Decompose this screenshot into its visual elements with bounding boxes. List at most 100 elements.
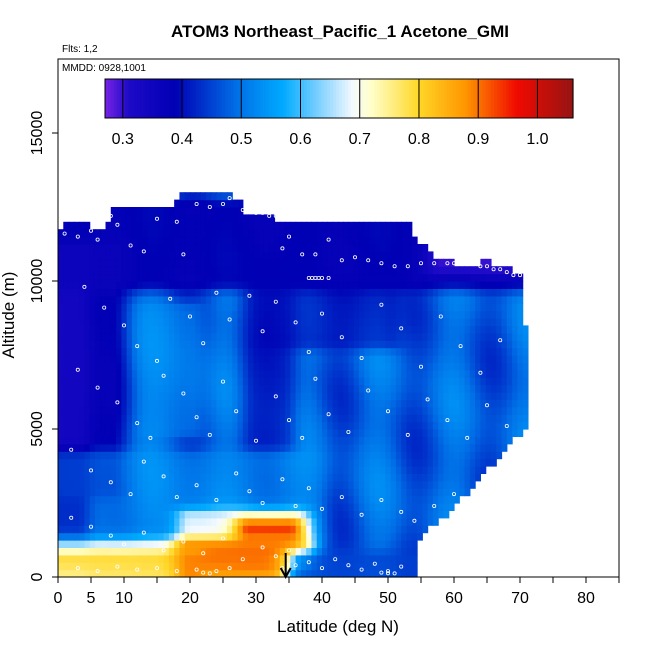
heatmap-cell [258,295,265,304]
heatmap-cell [232,569,239,578]
heatmap-cell [285,517,291,526]
heatmap-cell [279,547,286,556]
heatmap-cell [337,229,344,238]
heatmap-cell [237,399,244,408]
heatmap-cell [142,525,149,534]
heatmap-cell [110,332,117,341]
heatmap-cell [153,451,159,460]
heatmap-cell [311,429,318,437]
heatmap-cell [205,495,212,504]
heatmap-cell [137,347,144,356]
heatmap-cell [316,392,323,400]
heatmap-cell [179,384,186,393]
heatmap-cell [395,229,402,238]
heatmap-cell [142,281,149,289]
colorbar-segment [385,79,390,118]
heatmap-cell [501,325,508,334]
heatmap-cell [237,392,244,400]
heatmap-cell [485,355,492,363]
heatmap-cell [300,532,307,541]
heatmap-cell [158,340,165,349]
heatmap-cell [348,377,355,386]
colorbar-segment [321,79,325,118]
heatmap-cell [142,332,149,341]
heatmap-cell [279,340,286,349]
date-annotation: MMDD: 0928,1001 [62,63,146,74]
heatmap-cell [348,406,355,415]
heatmap-cell [105,503,112,511]
heatmap-cell [94,399,101,408]
heatmap-cell [163,362,170,371]
heatmap-cell [89,355,96,363]
sample-point [346,563,351,568]
heatmap-cell [369,355,376,363]
heatmap-cell [358,451,365,460]
sample-point [227,317,232,322]
heatmap-cell [369,443,376,452]
heatmap-cell [316,340,323,349]
colorbar-segment [391,79,396,118]
sample-point [267,213,272,218]
heatmap-cell [374,229,381,238]
heatmap-cell [121,458,128,467]
heatmap-cell [464,480,471,489]
heatmap-cell [300,288,307,297]
heatmap-cell [411,340,418,349]
heatmap-cell [126,488,133,497]
heatmap-cell [353,236,360,245]
heatmap-cell [353,384,360,393]
heatmap-cell [263,547,270,556]
heatmap-cell [73,480,80,489]
heatmap-cell [168,510,175,519]
heatmap-cell [406,503,413,511]
heatmap-cell [237,273,244,282]
heatmap-cell [290,347,297,356]
heatmap-cell [364,525,371,534]
heatmap-cell [126,421,133,430]
colorbar-segment [558,79,562,118]
heatmap-cell [290,421,297,430]
heatmap-cell [332,258,339,267]
heatmap-cell [332,488,339,497]
heatmap-cell [248,221,254,230]
heatmap-cell [343,443,349,452]
heatmap-cell [337,436,344,445]
heatmap-cell [285,562,291,571]
heatmap-cell [390,288,397,297]
heatmap-cell [105,399,112,408]
heatmap-cell [179,244,186,252]
heatmap-cell [147,266,154,275]
heatmap-cell [137,480,144,489]
colorbar-segment [315,79,320,118]
heatmap-cell [126,229,133,238]
heatmap-cell [459,281,466,289]
heatmap-cell [316,377,323,386]
heatmap-cell [459,458,466,467]
heatmap-cell [184,207,191,215]
heatmap-cell [79,540,85,548]
heatmap-cell [200,377,207,386]
heatmap-cell [374,347,381,356]
heatmap-cell [306,318,313,326]
heatmap-cell [211,399,217,408]
heatmap-cell [63,458,70,467]
heatmap-cell [443,325,450,334]
heatmap-cell [485,377,492,386]
heatmap-cell [459,340,466,349]
heatmap-cell [147,236,154,245]
heatmap-cell [490,406,497,415]
heatmap-cell [226,281,233,289]
heatmap-cell [401,236,408,245]
heatmap-cell [364,429,371,437]
heatmap-cell [269,547,276,556]
heatmap-cell [174,466,181,474]
heatmap-cell [327,221,334,230]
heatmap-cell [295,421,302,430]
heatmap-cell [195,436,202,445]
heatmap-cell [358,540,365,548]
heatmap-cell [269,281,276,289]
heatmap-cell [306,281,313,289]
heatmap-cell [121,503,128,511]
heatmap-cell [248,443,254,452]
heatmap-cell [121,221,128,230]
